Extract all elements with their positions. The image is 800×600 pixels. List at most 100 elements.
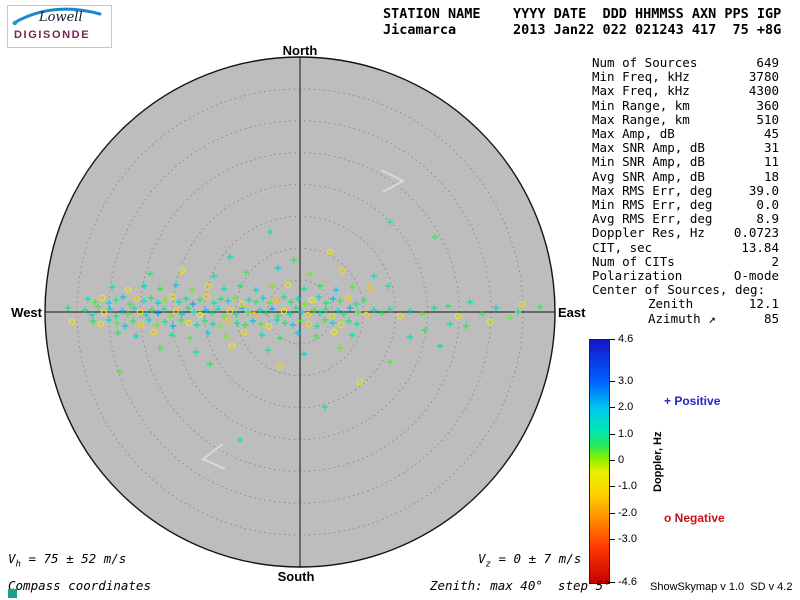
stat-row: Center of Sources, deg: xyxy=(592,283,779,297)
colorbar-tick-label: 0 xyxy=(618,454,625,466)
stat-label: CIT, sec xyxy=(592,239,653,255)
stat-row: CIT, sec 13.84 xyxy=(592,239,779,255)
colorbar-tick-label: -3.0 xyxy=(618,533,637,546)
colorbar-tick xyxy=(610,581,615,583)
header-field-values: Jicamarca 2013 Jan22 022 021243 417 75 +… xyxy=(383,22,782,38)
faint-arrow xyxy=(380,169,406,193)
colorbar-tick xyxy=(610,338,615,340)
stat-label: Max Amp, dB xyxy=(592,126,675,142)
skymap-plot xyxy=(44,56,556,568)
colorbar-tick xyxy=(610,433,615,435)
stat-label: Max SNR Amp, dB xyxy=(592,140,705,156)
colorbar: 4.6 3.0 2.0 1.0 0 -1.0 -2.0 -3.0 -4.6 xyxy=(589,333,709,588)
station-header: STATION NAME YYYY DATE DDD HHMMSS AXN PP… xyxy=(383,6,781,38)
stat-row: Max SNR Amp, dB 31 xyxy=(592,141,779,155)
colorbar-tick-label: 1.0 xyxy=(618,427,634,440)
stat-value: O-mode xyxy=(733,268,779,284)
stat-value: 13.84 xyxy=(741,239,779,255)
stat-value: 0.0723 xyxy=(733,225,779,241)
logo-swoosh-icon xyxy=(12,7,102,26)
coordinates-note: Compass coordinates xyxy=(8,578,151,593)
compass-south-label: South xyxy=(277,569,315,584)
stats-panel: Num of Sources 649 Min Freq, kHz 3780 Max Fr… xyxy=(592,55,779,326)
stat-row: Polarization O-mode xyxy=(592,268,779,284)
header-field-labels: STATION NAME YYYY DATE DDD HHMMSS AXN PP… xyxy=(383,6,782,22)
stat-label: Max Freq, kHz xyxy=(592,83,690,99)
logo-brand-text: Lowell xyxy=(39,10,83,25)
stat-label: Doppler Res, Hz xyxy=(592,225,705,241)
vh-value: = 75 ± 52 m/s xyxy=(20,551,127,566)
corner-marker xyxy=(8,589,17,598)
stat-label: Min SNR Amp, dB xyxy=(592,154,705,170)
stat-row: Max Range, km 510 xyxy=(592,111,779,127)
stat-value: 8.9 xyxy=(756,211,779,227)
stat-row: Max RMS Err, deg 39.0 xyxy=(592,182,779,198)
stat-value: 4300 xyxy=(748,83,779,99)
stat-label: Min RMS Err, deg xyxy=(592,197,713,213)
stat-label: Avg SNR Amp, dB xyxy=(592,168,705,184)
stat-label: Max RMS Err, deg xyxy=(592,182,713,198)
stat-label: Azimuth ↗ xyxy=(648,310,716,326)
stat-label: Zenith xyxy=(648,296,694,312)
colorbar-tick xyxy=(610,539,615,541)
colorbar-tick xyxy=(610,407,615,409)
source-points xyxy=(64,218,544,444)
colorbar-tick-label: 2.0 xyxy=(618,401,634,414)
stat-label: Center of Sources, deg: xyxy=(592,282,766,298)
colorbar-tick-label: 4.6 xyxy=(618,332,634,345)
logo-product-text: DIGISONDE xyxy=(14,29,91,41)
zenith-scale-note: Zenith: max 40° step 5° xyxy=(430,578,611,593)
stat-row: Azimuth ↗ 85 xyxy=(592,310,779,326)
vh-symbol: V xyxy=(8,551,16,566)
stat-value: 45 xyxy=(763,126,779,142)
legend-negative: o Negative xyxy=(664,511,725,525)
stat-value: 12.1 xyxy=(748,296,779,312)
stat-value: 18 xyxy=(763,168,779,184)
horizontal-velocity-annotation: Vh = 75 ± 52 m/s xyxy=(8,551,126,570)
vh-subscript: h xyxy=(15,559,21,570)
colorbar-gradient xyxy=(589,339,610,584)
stat-row: Avg SNR Amp, dB 18 xyxy=(592,168,779,184)
stat-label: Max Range, km xyxy=(592,111,690,127)
stat-row: Max Amp, dB 45 xyxy=(592,126,779,142)
stat-label: Num of Sources xyxy=(592,55,698,70)
stat-row: Avg RMS Err, deg 8.9 xyxy=(592,212,779,226)
vz-value: = 0 ± 7 m/s xyxy=(490,551,582,566)
stat-label: Min Freq, kHz xyxy=(592,69,690,85)
stat-row: Max Freq, kHz 4300 xyxy=(592,84,779,98)
stat-value: 31 xyxy=(763,140,779,156)
stat-row: Min Freq, kHz 3780 xyxy=(592,70,779,84)
stat-label: Min Range, km xyxy=(592,97,690,113)
stat-value: 0.0 xyxy=(756,197,779,213)
faint-arrow xyxy=(201,443,226,470)
stat-row: Doppler Res, Hz 0.0723 xyxy=(592,226,779,240)
colorbar-tick-label: -4.6 xyxy=(618,575,637,588)
colorbar-tick-label: 3.0 xyxy=(618,374,634,387)
vz-symbol: V xyxy=(478,551,486,566)
stat-value: 2 xyxy=(771,253,779,269)
stat-row: Zenith 12.1 xyxy=(592,297,779,311)
compass-west-label: West xyxy=(11,305,42,320)
colorbar-tick xyxy=(610,380,615,382)
vertical-velocity-annotation: Vz = 0 ± 7 m/s xyxy=(478,551,581,570)
colorbar-tick xyxy=(610,460,615,461)
colorbar-tick-label: -2.0 xyxy=(618,506,637,519)
stat-row: Min RMS Err, deg 0.0 xyxy=(592,197,779,213)
stat-value: 649 xyxy=(756,55,779,70)
stat-label: Num of CITs xyxy=(592,253,675,269)
stat-value: 39.0 xyxy=(748,182,779,198)
colorbar-title: Doppler, Hz xyxy=(652,431,664,492)
stat-value: 3780 xyxy=(748,69,779,85)
stat-row: Num of Sources 649 xyxy=(592,55,779,70)
lowell-digisonde-logo: Lowell DIGISONDE xyxy=(7,5,112,48)
vz-subscript: z xyxy=(485,559,491,570)
legend-positive: + Positive xyxy=(664,394,721,408)
stat-row: Num of CITs 2 xyxy=(592,253,779,269)
version-label: ShowSkymap v 1.0 SD v 4.2 xyxy=(650,581,793,593)
stat-value: 11 xyxy=(763,154,779,170)
stat-value: 360 xyxy=(756,97,779,113)
compass-east-label: East xyxy=(558,305,586,320)
stat-label: Avg RMS Err, deg xyxy=(592,211,713,227)
stat-row: Min Range, km 360 xyxy=(592,97,779,113)
